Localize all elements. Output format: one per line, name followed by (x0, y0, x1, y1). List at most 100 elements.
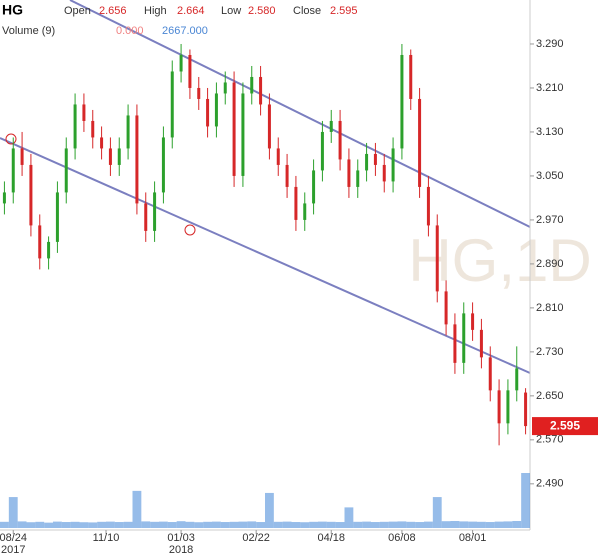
volume-bar (141, 521, 151, 528)
y-tick-label: 2.490 (536, 478, 564, 490)
volume-bar (503, 521, 513, 528)
candle-body (471, 313, 475, 330)
candle-body (47, 241, 51, 259)
ohlc-value: 2.580 (248, 5, 276, 17)
candle-body (356, 170, 360, 187)
candle-body (126, 115, 130, 149)
x-tick-label: 11/10 (93, 532, 120, 544)
volume-bar (406, 521, 416, 528)
volume-bar (282, 521, 292, 528)
volume-bar (35, 521, 45, 528)
volume-bar (88, 522, 98, 528)
candle-body (11, 148, 15, 193)
ohlc-value: 2.656 (99, 5, 127, 17)
y-tick-label: 2.650 (536, 390, 564, 402)
candle-body (453, 324, 457, 363)
volume-bar (114, 522, 124, 528)
symbol: HG (2, 2, 23, 18)
candle-body (488, 357, 492, 391)
volume-bar (61, 522, 71, 528)
volume-bar (203, 521, 212, 528)
volume-min: 0.000 (116, 25, 144, 37)
candle-body (232, 82, 236, 176)
candle-body (329, 120, 333, 132)
candle-body (135, 115, 139, 204)
volume-bar (150, 521, 159, 528)
volume-bar (424, 521, 433, 528)
volume-bar (273, 521, 283, 528)
x-tick-label: 04/18 (317, 532, 345, 544)
volume-bar (53, 521, 62, 528)
volume-bar (512, 520, 522, 528)
volume-bar (265, 492, 274, 528)
candle-body (276, 148, 280, 165)
trend-line (0, 137, 531, 374)
candle-body (55, 192, 59, 242)
candle-body (188, 54, 192, 88)
candle-body (250, 76, 254, 94)
candle-body (303, 203, 307, 220)
volume-bar (485, 522, 495, 528)
volume-bar (494, 521, 504, 528)
y-tick-label: 2.570 (536, 434, 564, 446)
trend-anchor (184, 224, 196, 236)
x-tick-label: 02/22 (242, 532, 270, 544)
volume-bar (521, 473, 530, 528)
volume-bar (432, 497, 442, 528)
candle-body (259, 76, 263, 105)
volume-bar (326, 521, 336, 528)
ohlc-name: Close (293, 5, 321, 17)
volume-bar (220, 522, 230, 528)
candle-body (144, 203, 148, 231)
volume-bar (388, 521, 398, 528)
candle-body (64, 148, 68, 193)
candle-body (347, 159, 351, 187)
volume-bar (468, 521, 477, 528)
volume-bar (291, 522, 301, 528)
candle-body (462, 313, 466, 363)
y-tick-label: 3.210 (536, 82, 564, 94)
candle-body (117, 148, 121, 165)
candle-body (524, 392, 528, 427)
candle-body (206, 98, 210, 127)
trend-line (69, 0, 531, 228)
volume-bar (441, 521, 451, 528)
candle-body (382, 164, 386, 182)
candle-body (223, 82, 227, 94)
candle-body (170, 71, 174, 138)
volume-bar (353, 521, 363, 528)
candle-body (82, 104, 86, 121)
y-tick-label: 3.290 (536, 38, 564, 50)
volume-bar (26, 522, 36, 528)
volume-bar (123, 521, 133, 528)
volume-bar (318, 521, 327, 528)
candle-body (418, 98, 422, 187)
volume-bar (335, 522, 345, 528)
candle-body (444, 291, 448, 325)
trend-anchor (5, 133, 17, 145)
candle-body (479, 329, 483, 358)
year-label: 2017 (1, 544, 25, 556)
price-tag (532, 417, 598, 436)
candle-body (214, 93, 218, 127)
volume-bar (176, 521, 186, 528)
volume-title: Volume (9) (2, 25, 55, 37)
y-tick-label: 2.970 (536, 214, 564, 226)
year-label: 2018 (169, 544, 193, 556)
volume-bar (159, 521, 168, 528)
volume-bar (459, 521, 469, 528)
volume-bar (132, 490, 142, 528)
volume-bar (17, 521, 27, 528)
volume-bar (477, 521, 486, 528)
candle-body (285, 164, 289, 187)
volume-bar (70, 521, 80, 528)
candle-body (506, 390, 510, 424)
candle-body (179, 54, 183, 72)
volume-bar (379, 521, 389, 528)
candle-body (426, 186, 430, 226)
volume-bar (79, 522, 89, 528)
volume-bar (212, 521, 221, 528)
volume-bar (238, 521, 248, 528)
candle-body (100, 137, 104, 149)
volume-bar (247, 521, 257, 528)
